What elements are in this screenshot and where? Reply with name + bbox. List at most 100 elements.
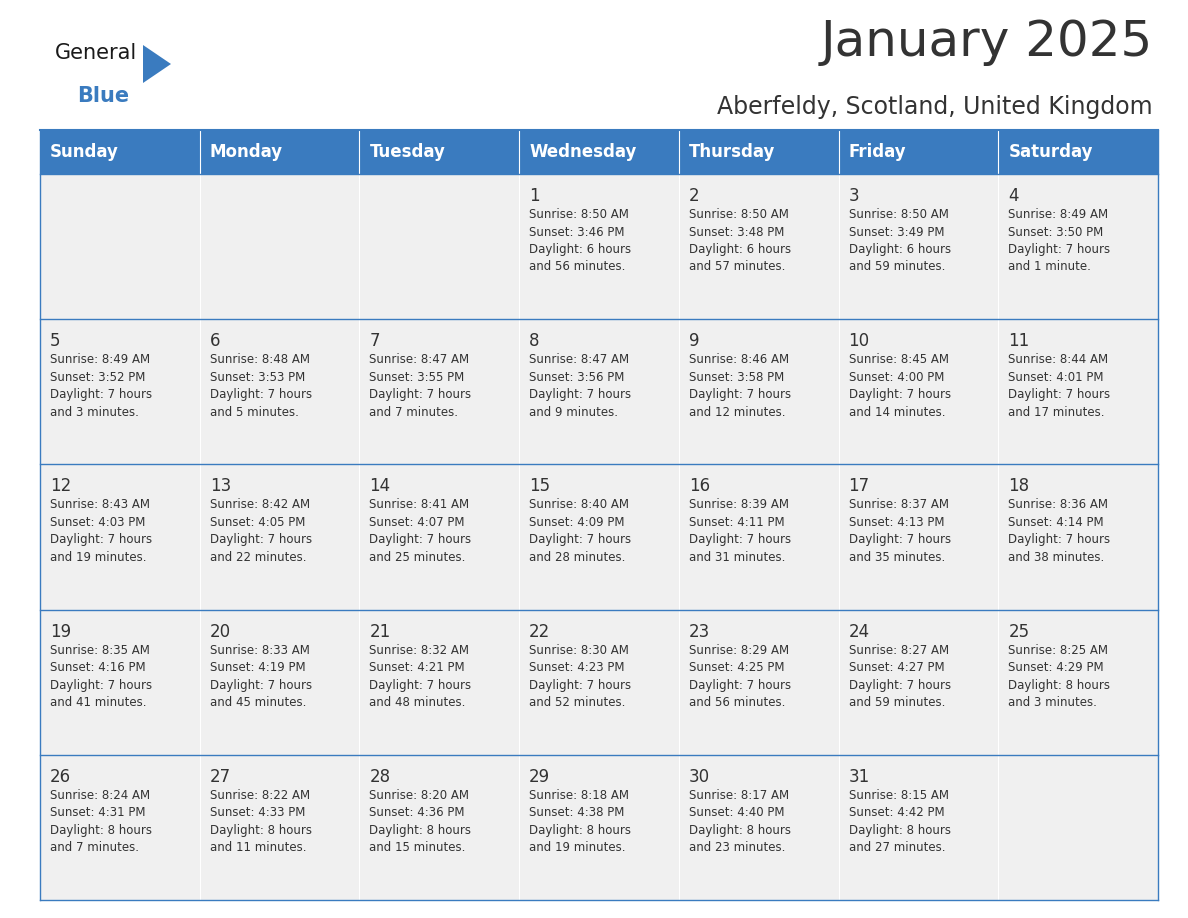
Bar [40, 174, 200, 319]
Text: Sunrise: 8:27 AM
Sunset: 4:27 PM
Daylight: 7 hours
and 59 minutes.: Sunrise: 8:27 AM Sunset: 4:27 PM Dayligh… [848, 644, 950, 709]
Text: Blue: Blue [77, 86, 129, 106]
Text: Sunrise: 8:49 AM
Sunset: 3:50 PM
Daylight: 7 hours
and 1 minute.: Sunrise: 8:49 AM Sunset: 3:50 PM Dayligh… [1009, 208, 1111, 274]
Bar [200, 610, 360, 755]
Text: Sunrise: 8:41 AM
Sunset: 4:07 PM
Daylight: 7 hours
and 25 minutes.: Sunrise: 8:41 AM Sunset: 4:07 PM Dayligh… [369, 498, 472, 564]
Bar [360, 465, 519, 610]
Text: Sunrise: 8:45 AM
Sunset: 4:00 PM
Daylight: 7 hours
and 14 minutes.: Sunrise: 8:45 AM Sunset: 4:00 PM Dayligh… [848, 353, 950, 419]
Text: 12: 12 [50, 477, 71, 496]
Text: Sunrise: 8:47 AM
Sunset: 3:55 PM
Daylight: 7 hours
and 7 minutes.: Sunrise: 8:47 AM Sunset: 3:55 PM Dayligh… [369, 353, 472, 419]
Text: 4: 4 [1009, 187, 1019, 205]
Bar [998, 174, 1158, 319]
Text: 23: 23 [689, 622, 710, 641]
Text: 15: 15 [529, 477, 550, 496]
Text: 31: 31 [848, 767, 870, 786]
Text: 8: 8 [529, 332, 539, 350]
Text: Wednesday: Wednesday [529, 143, 637, 161]
Bar [200, 319, 360, 465]
Text: 6: 6 [210, 332, 220, 350]
Text: Sunrise: 8:43 AM
Sunset: 4:03 PM
Daylight: 7 hours
and 19 minutes.: Sunrise: 8:43 AM Sunset: 4:03 PM Dayligh… [50, 498, 152, 564]
Bar [200, 755, 360, 900]
Text: 11: 11 [1009, 332, 1030, 350]
Text: 10: 10 [848, 332, 870, 350]
Text: 3: 3 [848, 187, 859, 205]
Bar [200, 130, 360, 174]
Text: Sunrise: 8:36 AM
Sunset: 4:14 PM
Daylight: 7 hours
and 38 minutes.: Sunrise: 8:36 AM Sunset: 4:14 PM Dayligh… [1009, 498, 1111, 564]
Text: Tuesday: Tuesday [369, 143, 446, 161]
Bar [40, 755, 200, 900]
Bar [998, 610, 1158, 755]
Text: 24: 24 [848, 622, 870, 641]
Text: 22: 22 [529, 622, 550, 641]
Text: Saturday: Saturday [1009, 143, 1093, 161]
Bar [839, 610, 998, 755]
Bar [200, 465, 360, 610]
Text: Sunrise: 8:47 AM
Sunset: 3:56 PM
Daylight: 7 hours
and 9 minutes.: Sunrise: 8:47 AM Sunset: 3:56 PM Dayligh… [529, 353, 631, 419]
Text: 14: 14 [369, 477, 391, 496]
Text: Sunrise: 8:18 AM
Sunset: 4:38 PM
Daylight: 8 hours
and 19 minutes.: Sunrise: 8:18 AM Sunset: 4:38 PM Dayligh… [529, 789, 631, 855]
Text: Sunrise: 8:50 AM
Sunset: 3:48 PM
Daylight: 6 hours
and 57 minutes.: Sunrise: 8:50 AM Sunset: 3:48 PM Dayligh… [689, 208, 791, 274]
Bar [678, 465, 839, 610]
Text: Sunrise: 8:25 AM
Sunset: 4:29 PM
Daylight: 8 hours
and 3 minutes.: Sunrise: 8:25 AM Sunset: 4:29 PM Dayligh… [1009, 644, 1111, 709]
Text: Sunrise: 8:40 AM
Sunset: 4:09 PM
Daylight: 7 hours
and 28 minutes.: Sunrise: 8:40 AM Sunset: 4:09 PM Dayligh… [529, 498, 631, 564]
Text: Monday: Monday [210, 143, 283, 161]
Text: Sunrise: 8:37 AM
Sunset: 4:13 PM
Daylight: 7 hours
and 35 minutes.: Sunrise: 8:37 AM Sunset: 4:13 PM Dayligh… [848, 498, 950, 564]
Text: 25: 25 [1009, 622, 1030, 641]
Text: Sunday: Sunday [50, 143, 119, 161]
Text: Sunrise: 8:35 AM
Sunset: 4:16 PM
Daylight: 7 hours
and 41 minutes.: Sunrise: 8:35 AM Sunset: 4:16 PM Dayligh… [50, 644, 152, 709]
Bar [678, 610, 839, 755]
Text: 16: 16 [689, 477, 710, 496]
Bar [998, 755, 1158, 900]
Text: Sunrise: 8:20 AM
Sunset: 4:36 PM
Daylight: 8 hours
and 15 minutes.: Sunrise: 8:20 AM Sunset: 4:36 PM Dayligh… [369, 789, 472, 855]
Bar [519, 465, 678, 610]
Bar [360, 610, 519, 755]
Polygon shape [143, 45, 171, 83]
Text: 17: 17 [848, 477, 870, 496]
Bar [678, 174, 839, 319]
Text: 9: 9 [689, 332, 700, 350]
Bar [519, 755, 678, 900]
Bar [998, 465, 1158, 610]
Text: 30: 30 [689, 767, 710, 786]
Text: Sunrise: 8:29 AM
Sunset: 4:25 PM
Daylight: 7 hours
and 56 minutes.: Sunrise: 8:29 AM Sunset: 4:25 PM Dayligh… [689, 644, 791, 709]
Bar [360, 130, 519, 174]
Bar [40, 319, 200, 465]
Bar [360, 319, 519, 465]
Bar [678, 319, 839, 465]
Text: Sunrise: 8:50 AM
Sunset: 3:46 PM
Daylight: 6 hours
and 56 minutes.: Sunrise: 8:50 AM Sunset: 3:46 PM Dayligh… [529, 208, 631, 274]
Text: Sunrise: 8:17 AM
Sunset: 4:40 PM
Daylight: 8 hours
and 23 minutes.: Sunrise: 8:17 AM Sunset: 4:40 PM Dayligh… [689, 789, 791, 855]
Text: Sunrise: 8:39 AM
Sunset: 4:11 PM
Daylight: 7 hours
and 31 minutes.: Sunrise: 8:39 AM Sunset: 4:11 PM Dayligh… [689, 498, 791, 564]
Text: Sunrise: 8:15 AM
Sunset: 4:42 PM
Daylight: 8 hours
and 27 minutes.: Sunrise: 8:15 AM Sunset: 4:42 PM Dayligh… [848, 789, 950, 855]
Bar [998, 319, 1158, 465]
Text: 27: 27 [210, 767, 230, 786]
Text: Sunrise: 8:32 AM
Sunset: 4:21 PM
Daylight: 7 hours
and 48 minutes.: Sunrise: 8:32 AM Sunset: 4:21 PM Dayligh… [369, 644, 472, 709]
Bar [519, 174, 678, 319]
Bar [40, 465, 200, 610]
Text: Thursday: Thursday [689, 143, 776, 161]
Text: 5: 5 [50, 332, 61, 350]
Bar [40, 610, 200, 755]
Bar [519, 610, 678, 755]
Text: Sunrise: 8:22 AM
Sunset: 4:33 PM
Daylight: 8 hours
and 11 minutes.: Sunrise: 8:22 AM Sunset: 4:33 PM Dayligh… [210, 789, 311, 855]
Text: 29: 29 [529, 767, 550, 786]
Text: 18: 18 [1009, 477, 1030, 496]
Text: 21: 21 [369, 622, 391, 641]
Text: Sunrise: 8:48 AM
Sunset: 3:53 PM
Daylight: 7 hours
and 5 minutes.: Sunrise: 8:48 AM Sunset: 3:53 PM Dayligh… [210, 353, 311, 419]
Text: Sunrise: 8:44 AM
Sunset: 4:01 PM
Daylight: 7 hours
and 17 minutes.: Sunrise: 8:44 AM Sunset: 4:01 PM Dayligh… [1009, 353, 1111, 419]
Text: 7: 7 [369, 332, 380, 350]
Text: Aberfeldy, Scotland, United Kingdom: Aberfeldy, Scotland, United Kingdom [718, 95, 1154, 119]
Bar [200, 174, 360, 319]
Text: 1: 1 [529, 187, 539, 205]
Bar [40, 130, 200, 174]
Bar [360, 174, 519, 319]
Text: 28: 28 [369, 767, 391, 786]
Text: 26: 26 [50, 767, 71, 786]
Text: Sunrise: 8:24 AM
Sunset: 4:31 PM
Daylight: 8 hours
and 7 minutes.: Sunrise: 8:24 AM Sunset: 4:31 PM Dayligh… [50, 789, 152, 855]
Bar [839, 174, 998, 319]
Text: 13: 13 [210, 477, 230, 496]
Text: 19: 19 [50, 622, 71, 641]
Bar [839, 130, 998, 174]
Bar [998, 130, 1158, 174]
Text: 20: 20 [210, 622, 230, 641]
Bar [519, 130, 678, 174]
Text: Sunrise: 8:50 AM
Sunset: 3:49 PM
Daylight: 6 hours
and 59 minutes.: Sunrise: 8:50 AM Sunset: 3:49 PM Dayligh… [848, 208, 950, 274]
